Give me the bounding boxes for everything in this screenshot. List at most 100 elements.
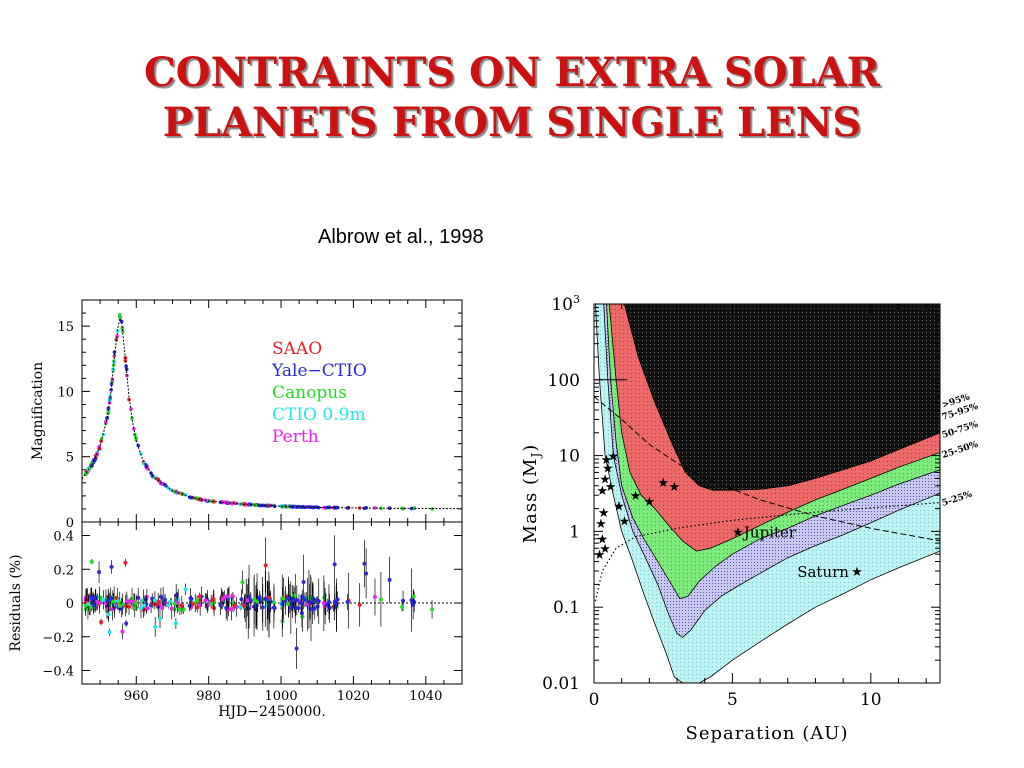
planet-star-marker: ★ (596, 533, 608, 548)
legend-entry: Canopus (272, 383, 347, 403)
residual-point (91, 603, 96, 608)
residual-point (145, 606, 150, 611)
light-curve-point (373, 506, 377, 510)
light-curve-point (134, 438, 139, 442)
residual-point (106, 598, 111, 603)
ex-xtick-label: 0 (589, 690, 600, 710)
residual-point (187, 603, 192, 608)
planet-star: ★ (732, 525, 744, 540)
ex-xtick-label: 5 (727, 690, 738, 710)
residual-point (372, 594, 377, 599)
residual-point (109, 564, 114, 569)
planet-star-marker: ★ (668, 480, 680, 495)
residual-point (345, 599, 350, 604)
dashed-curve (594, 396, 940, 542)
light-curve-point (117, 313, 122, 317)
residual-point (299, 601, 304, 606)
mag-ytick-label: 15 (57, 320, 74, 335)
res-ytick-label: −0.4 (42, 665, 74, 680)
residual-point (109, 596, 114, 601)
residual-point (90, 596, 95, 601)
residual-point (263, 563, 268, 568)
light-curve-point (209, 499, 214, 504)
light-curve-model-line (81, 316, 463, 510)
citation: Albrow et al., 1998 (318, 226, 484, 248)
residual-point (400, 604, 405, 609)
exclusion-bands (595, 304, 940, 683)
light-curve-point (112, 353, 117, 358)
light-curve-point (299, 505, 304, 509)
residual-point (362, 561, 367, 566)
residual-point (173, 621, 178, 626)
legend-entry: Perth (272, 427, 319, 447)
residual-point (110, 602, 115, 607)
light-curve-point (183, 492, 188, 497)
residual-point (239, 597, 244, 602)
planet-star-marker: ★ (605, 480, 617, 495)
residual-point (332, 562, 337, 567)
residual-point (168, 599, 173, 604)
band-label: 5-25% (941, 490, 974, 509)
residual-point (263, 596, 268, 601)
residual-point (177, 607, 182, 612)
residual-point (229, 606, 234, 611)
residuals-points (83, 535, 435, 669)
residual-point (401, 598, 406, 603)
exclusion-overlay-curves: ★★★★★★★★★★★★ ★★ ★★★ (594, 379, 940, 602)
residual-point (357, 602, 362, 607)
res-ytick-label: 0.2 (53, 563, 74, 578)
planet-star-marker: ★ (644, 495, 656, 510)
res-ytick-label: 0.4 (53, 530, 74, 545)
planet-star-marker: ★ (599, 472, 611, 487)
residual-point (99, 619, 104, 624)
residual-point (247, 594, 252, 599)
planet-label: Jupiter (742, 523, 797, 541)
ex-ytick-label-top: 103 (551, 293, 580, 315)
residual-point (245, 598, 250, 603)
residual-point (238, 604, 243, 609)
residual-point (162, 598, 167, 603)
residual-point (327, 606, 332, 611)
ex-ytick-top-base: 10 (551, 295, 573, 315)
residual-point (142, 603, 147, 608)
xtick-label: 960 (124, 689, 149, 704)
residual-point (195, 598, 200, 603)
residual-point (211, 597, 216, 602)
residual-point (332, 599, 337, 604)
residual-point (301, 579, 306, 584)
light-curve-point (120, 326, 125, 331)
residual-point (281, 596, 286, 601)
residual-point (311, 596, 316, 601)
residual-point (129, 599, 134, 604)
residual-point (411, 594, 416, 599)
residuals-frame (81, 521, 463, 685)
residual-point (387, 577, 392, 582)
mag-ytick-label: 0 (66, 516, 74, 531)
xtick-label: 1020 (337, 689, 370, 704)
xtick-label: 1040 (409, 689, 442, 704)
residual-point (195, 605, 200, 610)
exclusion-frame (593, 303, 941, 684)
exclusion-x-axis-label: Separation (AU) (686, 723, 849, 744)
residual-point (124, 599, 129, 604)
residual-point (321, 601, 326, 606)
light-curve-point (130, 416, 134, 420)
residual-point (83, 603, 88, 608)
residual-point (335, 597, 340, 602)
residual-point (411, 603, 416, 608)
residual-point (224, 606, 229, 611)
residual-point (106, 612, 111, 617)
residual-point (294, 646, 299, 651)
residual-point (260, 605, 265, 610)
light-curve-point (222, 500, 227, 504)
residual-point (291, 593, 296, 598)
residual-point (127, 604, 132, 609)
residual-point (257, 595, 262, 600)
light-curve-point (303, 505, 307, 510)
residual-point (156, 599, 161, 604)
light-curve-points (83, 313, 434, 511)
residual-point (143, 597, 148, 602)
light-curve-point (387, 506, 392, 511)
ex-ytick-top-exp: 3 (573, 293, 580, 306)
